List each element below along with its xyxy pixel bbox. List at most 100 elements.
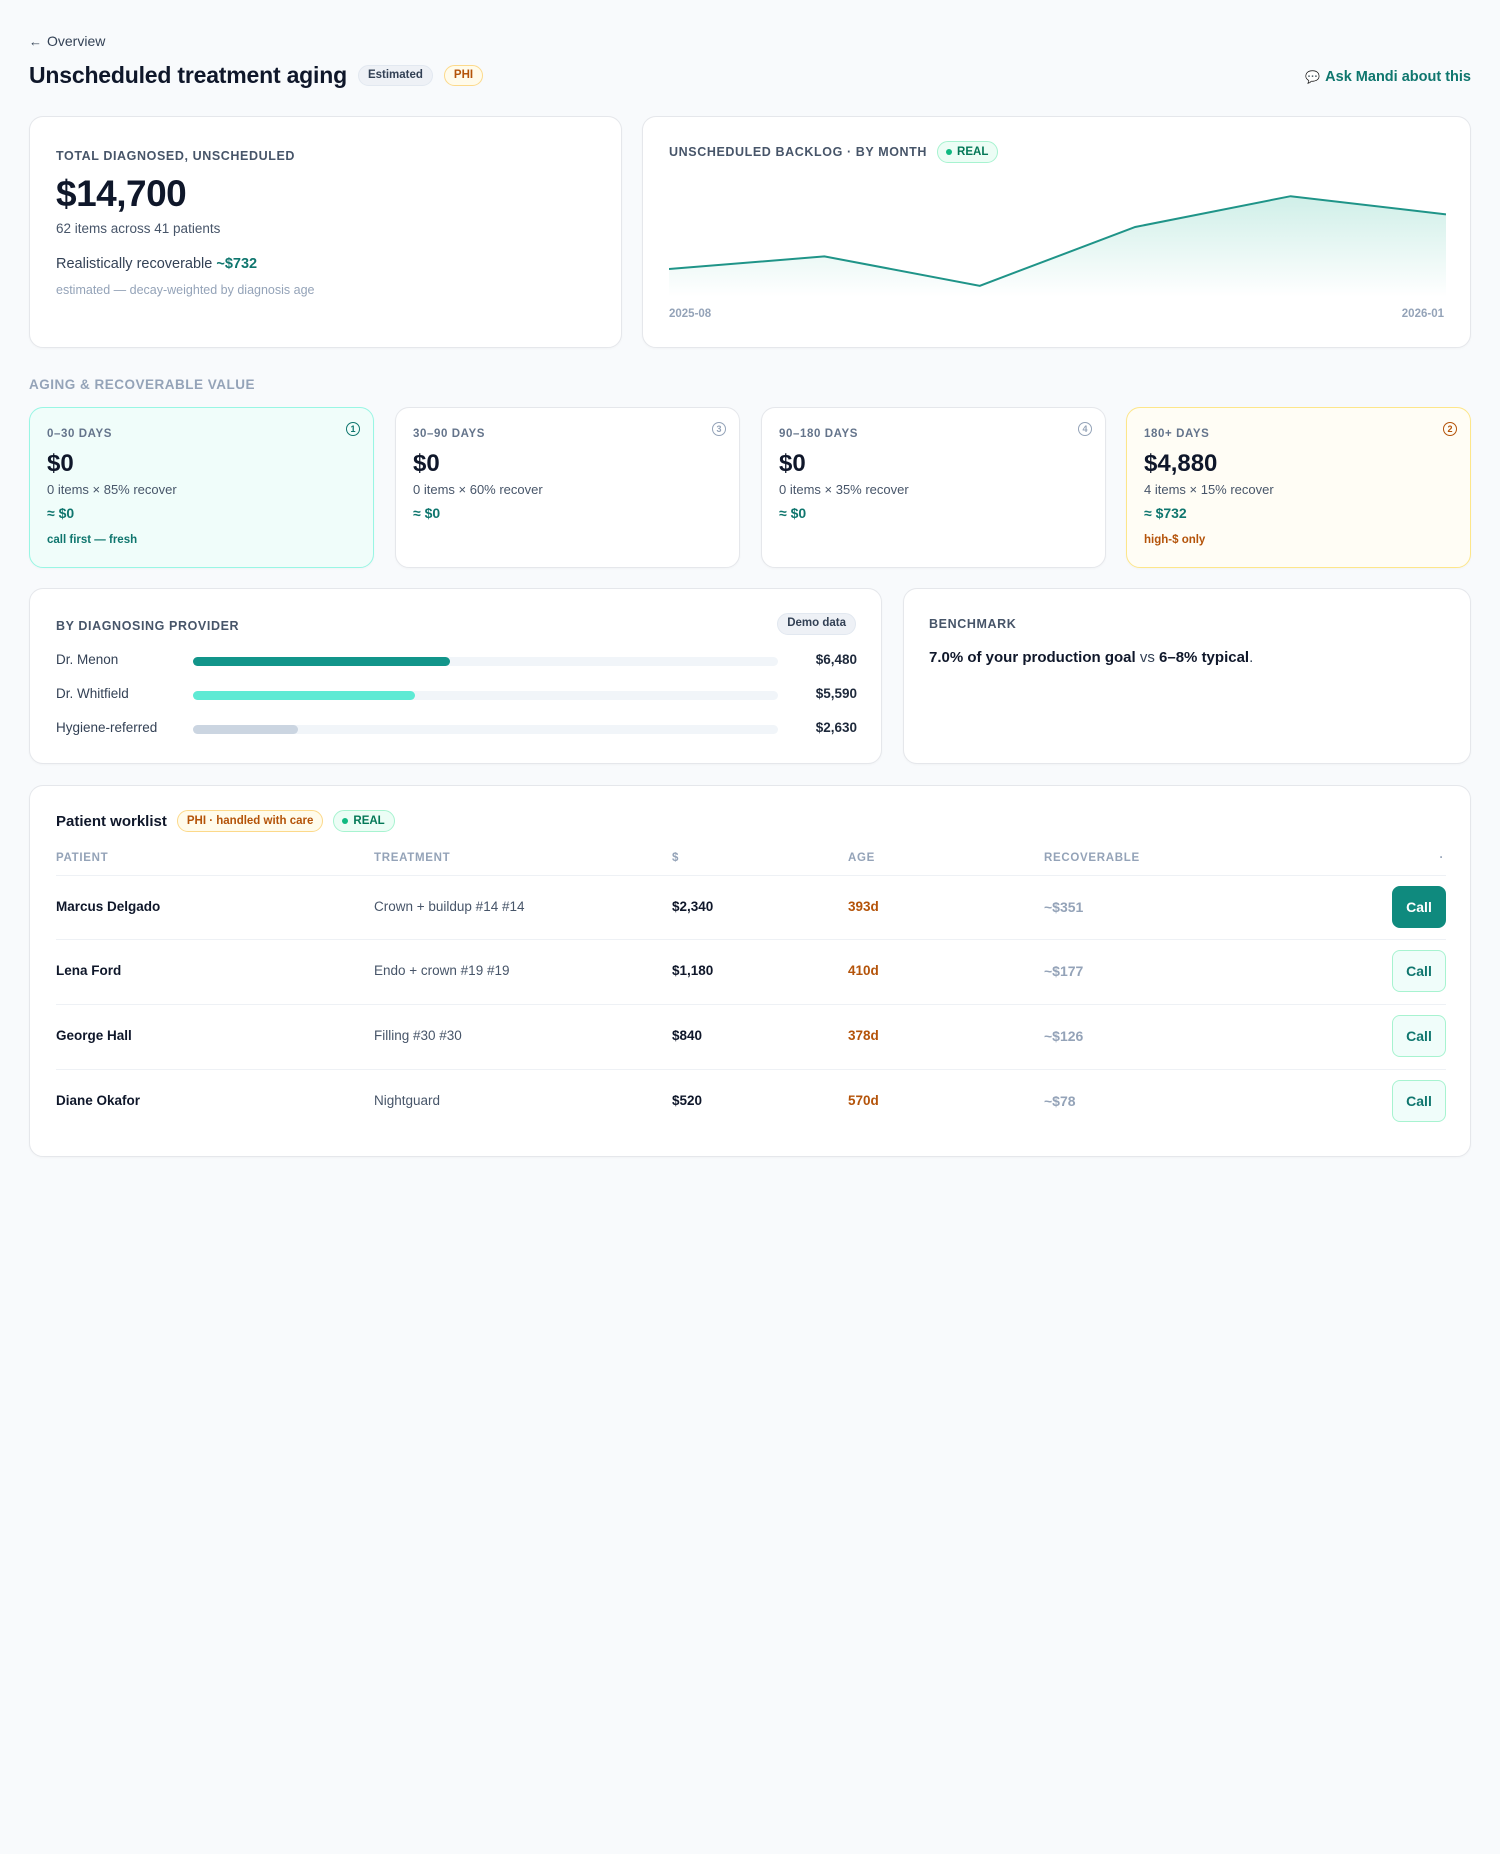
title-row: Unscheduled treatment aging Estimated PH… (29, 62, 484, 89)
amount: $840 (672, 1028, 703, 1043)
treatment: Filling #30 #30 (374, 1028, 462, 1043)
provider-row: Hygiene-referred $2,630 (56, 719, 857, 739)
chart-header: UNSCHEDULED BACKLOG · BY MONTH REAL (669, 141, 999, 163)
bucket-items: 4 items × 15% recover (1144, 482, 1274, 497)
bucket-label: 0–30 DAYS (47, 428, 113, 440)
provider-bar-track (193, 725, 778, 734)
total-summary-card: TOTAL DIAGNOSED, UNSCHEDULED $14,700 62 … (29, 116, 622, 348)
bucket-value: $0 (413, 450, 440, 477)
bucket-recoverable: ≈ $732 (1144, 505, 1187, 521)
provider-value: $2,630 (815, 720, 857, 735)
total-value: $14,700 (56, 173, 187, 214)
provider-value: $5,590 (815, 686, 857, 701)
provider-card: BY DIAGNOSING PROVIDER Demo data Dr. Men… (29, 588, 882, 764)
bucket-value: $4,880 (1144, 450, 1218, 477)
recoverable-note: estimated — decay-weighted by diagnosis … (56, 283, 315, 297)
bucket-count-badge: 1 (346, 422, 360, 436)
x-axis-end-label: 2026-01 (1401, 308, 1444, 320)
backlog-chart-card: UNSCHEDULED BACKLOG · BY MONTH REAL 2025… (642, 116, 1471, 348)
provider-row: Dr. Menon $6,480 (56, 651, 857, 671)
backlog-line (669, 195, 1446, 287)
recoverable: ~$177 (1044, 963, 1084, 979)
provider-bar-fill (193, 657, 451, 666)
provider-bar-track (193, 691, 778, 700)
bucket-count-badge: 3 (712, 422, 726, 436)
provider-bar-fill (193, 725, 299, 734)
call-button[interactable]: Call (1392, 1080, 1446, 1122)
patient-worklist-card: Patient worklist PHI · handled with care… (29, 785, 1471, 1157)
bucket-label: 30–90 DAYS (413, 428, 486, 440)
worklist-header: Patient worklist PHI · handled with care… (56, 810, 395, 832)
benchmark-end: . (1249, 649, 1254, 666)
bucket-note: call first — fresh (47, 534, 138, 546)
bucket-value: $0 (47, 450, 74, 477)
aging-bucket-30-90[interactable]: 30–90 DAYS 3 $0 0 items × 60% recover ≈ … (395, 407, 740, 568)
recoverable-prefix: Realistically recoverable (56, 256, 213, 272)
call-button[interactable]: Call (1392, 950, 1446, 992)
table-row: Lena Ford Endo + crown #19 #19 $1,180 41… (56, 939, 1446, 1003)
aging-bucket-90-180[interactable]: 90–180 DAYS 4 $0 0 items × 35% recover ≈… (761, 407, 1106, 568)
benchmark-title: BENCHMARK (929, 617, 1017, 631)
age: 378d (848, 1028, 879, 1043)
aging-bucket-180-plus[interactable]: 180+ DAYS 2 $4,880 4 items × 15% recover… (1126, 407, 1471, 568)
treatment: Nightguard (374, 1093, 441, 1108)
recoverable-line: Realistically recoverable ~$732 (56, 256, 257, 272)
bucket-value: $0 (779, 450, 806, 477)
items-count: 62 items across 41 patients (56, 221, 221, 236)
age: 410d (848, 963, 879, 978)
bucket-count-badge: 2 (1443, 422, 1457, 436)
benchmark-card: BENCHMARK 7.0% of your production goal v… (903, 588, 1471, 764)
status-dot-icon (946, 149, 953, 155)
page-title: Unscheduled treatment aging (29, 62, 347, 88)
real-badge-label: REAL (353, 815, 385, 827)
aging-section-label: AGING & RECOVERABLE VALUE (29, 377, 256, 392)
x-axis-start-label: 2025-08 (669, 308, 712, 320)
demo-data-badge: Demo data (777, 613, 856, 635)
back-link-label: Overview (47, 33, 106, 49)
table-row: George Hall Filling #30 #30 $840 378d ~$… (56, 1004, 1446, 1068)
provider-bar-track (193, 657, 778, 666)
column-header-patient[interactable]: PATIENT (56, 852, 109, 864)
benchmark-vs: vs (1135, 649, 1160, 666)
phi-badge: PHI (443, 64, 484, 87)
aging-bucket-0-30[interactable]: 0–30 DAYS 1 $0 0 items × 85% recover ≈ $… (29, 407, 374, 568)
column-header-age[interactable]: AGE (848, 852, 876, 864)
call-button[interactable]: Call (1392, 1015, 1446, 1057)
benchmark-text: 7.0% of your production goal vs 6–8% typ… (929, 649, 1253, 666)
real-badge: REAL (333, 810, 395, 832)
provider-row: Dr. Whitfield $5,590 (56, 685, 857, 705)
amount: $520 (672, 1093, 703, 1108)
status-dot-icon (342, 818, 349, 824)
bucket-label: 90–180 DAYS (779, 428, 859, 440)
column-header-treatment[interactable]: TREATMENT (374, 852, 451, 864)
back-link[interactable]: ← Overview (29, 33, 105, 49)
worklist-title: Patient worklist (56, 812, 167, 830)
chart-title: UNSCHEDULED BACKLOG · BY MONTH (669, 145, 928, 159)
arrow-left-icon: ← (29, 33, 42, 49)
backlog-chart (669, 195, 1446, 297)
chat-bubble-icon: 💬 (1305, 70, 1321, 84)
provider-value: $6,480 (815, 652, 857, 667)
bucket-count-badge: 4 (1078, 422, 1092, 436)
patient-name: Diane Okafor (56, 1093, 141, 1108)
real-badge: REAL (937, 141, 999, 163)
provider-bar-fill (193, 691, 416, 700)
ask-mandi-link[interactable]: 💬 Ask Mandi about this (1305, 69, 1471, 85)
provider-name: Dr. Whitfield (56, 686, 129, 701)
bucket-items: 0 items × 60% recover (413, 482, 543, 497)
age: 570d (848, 1093, 879, 1108)
bucket-items: 0 items × 85% recover (47, 482, 177, 497)
total-label: TOTAL DIAGNOSED, UNSCHEDULED (56, 149, 296, 163)
benchmark-value: 7.0% of your production goal (929, 649, 1136, 666)
amount: $2,340 (672, 899, 714, 914)
backlog-area (669, 196, 1446, 297)
provider-name: Hygiene-referred (56, 720, 158, 735)
age: 393d (848, 899, 879, 914)
call-button[interactable]: Call (1392, 886, 1446, 928)
table-row: Diane Okafor Nightguard $520 570d ~$78 C… (56, 1069, 1446, 1133)
column-header-recoverable[interactable]: RECOVERABLE (1044, 852, 1140, 864)
treatment: Crown + buildup #14 #14 (374, 899, 525, 914)
recoverable-value: ~$732 (216, 256, 258, 272)
column-header-amount[interactable]: $ (672, 852, 680, 864)
estimated-badge: Estimated (357, 64, 433, 87)
